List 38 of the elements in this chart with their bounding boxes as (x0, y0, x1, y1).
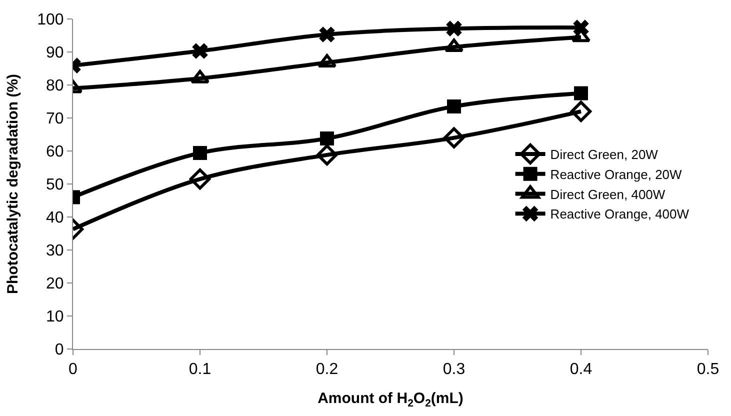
x-tick-label: 0.1 (188, 361, 212, 378)
x-tick-label: 0.3 (442, 361, 466, 378)
x-tick-label: 0.5 (696, 361, 720, 378)
x-tick-label: 0.2 (316, 361, 338, 378)
point (190, 70, 210, 84)
y-tick-label: 70 (46, 110, 64, 128)
y-tick-label: 20 (46, 276, 64, 293)
point (316, 144, 338, 166)
y-tick-label: 0 (54, 342, 64, 359)
point (446, 20, 462, 36)
point (444, 38, 464, 52)
point (319, 26, 335, 42)
x-tick-label: 0 (68, 361, 78, 378)
legend-label: Reactive Orange, 400W (550, 206, 690, 222)
point (193, 146, 207, 160)
y-tick-label: 10 (46, 308, 64, 326)
y-tick-label: 50 (46, 176, 64, 194)
y-axis-title: Photocatalytic degradation (%) (4, 74, 22, 294)
legend-label: Direct Green, 20W (550, 147, 659, 162)
point (570, 100, 592, 122)
y-tick-label: 30 (46, 242, 64, 260)
point (192, 43, 208, 59)
y-tick-label: 60 (46, 144, 64, 161)
point (443, 127, 465, 148)
y-tick-label: 90 (46, 44, 64, 62)
point (574, 86, 588, 100)
y-tick-label: 80 (46, 78, 64, 95)
legend-label: Reactive Orange, 20W (550, 166, 683, 182)
point (320, 131, 334, 146)
y-tick-label: 100 (37, 12, 64, 29)
legend-label: Direct Green, 400W (550, 186, 666, 202)
x-axis-title: Amount of H$_{2}$O$_{2}$(mL) (318, 390, 464, 410)
point (447, 99, 461, 114)
point (189, 168, 211, 190)
point (573, 20, 589, 36)
x-tick-label: 0.4 (570, 361, 592, 378)
point (317, 54, 337, 68)
y-tick-label: 40 (46, 210, 64, 227)
